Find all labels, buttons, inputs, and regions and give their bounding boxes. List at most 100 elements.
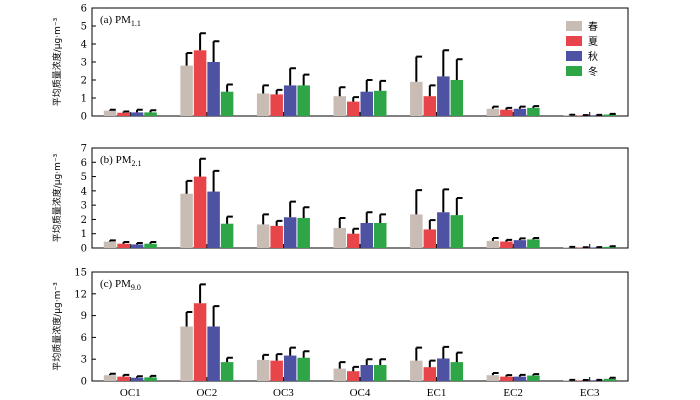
error-bar — [365, 79, 373, 92]
bar — [347, 101, 360, 116]
y-tick-label: 3 — [81, 355, 87, 366]
error-bar — [185, 52, 193, 66]
y-tick-label: 15 — [74, 268, 87, 279]
bar — [527, 239, 540, 248]
error-bar — [442, 49, 450, 77]
bar — [270, 94, 283, 116]
panel-3: 0 3 6 9 12 15 平均质量浓度/μg·m⁻³ (c) PM9.0 — [51, 268, 629, 388]
plot-frame — [91, 147, 629, 249]
y-tick-label: 2 — [81, 76, 87, 87]
error-bar — [428, 84, 436, 97]
bar — [360, 223, 373, 248]
error-bar — [226, 215, 233, 224]
bar — [283, 85, 297, 116]
bar — [410, 360, 423, 381]
y-tick-label: 5 — [81, 22, 87, 33]
bar — [513, 376, 527, 381]
bar — [180, 65, 193, 116]
panel-label: (c) PM9.0 — [100, 278, 141, 292]
error-bar — [149, 109, 157, 113]
panel-label-subscript: 1.1 — [131, 19, 141, 28]
legend-label: 秋 — [588, 50, 598, 63]
error-bar — [608, 245, 616, 248]
y-tick-label: 1 — [81, 229, 87, 240]
error-bar — [455, 351, 463, 363]
bar — [130, 112, 144, 116]
error-bar — [302, 206, 310, 218]
bar — [333, 96, 346, 116]
bar — [117, 112, 130, 116]
x-tick-label: OC3 — [273, 387, 294, 399]
bar — [486, 375, 500, 381]
bar — [437, 76, 450, 116]
bar — [193, 176, 207, 248]
bar — [270, 360, 283, 381]
error-bar — [379, 213, 386, 223]
y-tick-label: 12 — [74, 289, 87, 300]
error-bar — [352, 365, 359, 372]
error-bar — [149, 374, 157, 378]
x-tick-label: OC2 — [196, 387, 217, 399]
error-bar — [185, 310, 193, 327]
bar — [256, 359, 270, 381]
bar — [283, 355, 297, 381]
panel-label-subscript: 9.0 — [131, 283, 141, 292]
plot-frame — [91, 271, 629, 382]
error-bar — [199, 157, 206, 177]
panel-label: (a) PM1.1 — [100, 14, 141, 28]
error-bar — [338, 86, 346, 97]
bar — [103, 375, 117, 381]
bar — [193, 303, 207, 381]
error-bar — [212, 40, 220, 62]
error-bar — [505, 374, 513, 377]
error-bar — [352, 96, 359, 102]
bar — [450, 362, 464, 381]
error-bar — [532, 373, 540, 376]
error-bar — [491, 105, 499, 109]
error-bar — [455, 197, 463, 216]
bar — [500, 376, 513, 381]
error-bar — [122, 110, 130, 113]
legend-swatch — [566, 51, 582, 61]
error-bar — [149, 241, 157, 244]
bar — [144, 377, 157, 381]
error-bar — [352, 227, 359, 234]
bar — [423, 229, 437, 248]
panel-label-prefix: (c) PM — [100, 278, 131, 290]
error-bar — [212, 169, 220, 192]
bar — [297, 218, 310, 248]
bar — [297, 357, 310, 381]
bar — [347, 233, 360, 248]
error-bar — [275, 88, 283, 95]
error-bar — [136, 242, 143, 245]
error-bar — [289, 346, 296, 356]
bar — [450, 215, 464, 248]
bar — [513, 240, 527, 248]
error-bar — [109, 108, 116, 111]
error-bar — [442, 345, 450, 359]
error-bar — [428, 359, 436, 368]
y-axis-label: 平均质量浓度/μg·m⁻³ — [51, 282, 63, 371]
error-bar — [109, 372, 116, 376]
bar — [500, 109, 513, 116]
error-bar — [518, 105, 526, 109]
bar — [297, 85, 310, 116]
bar — [513, 108, 527, 116]
bar — [486, 240, 500, 248]
error-bar — [226, 83, 233, 92]
error-bar — [608, 376, 616, 379]
error-bar — [199, 283, 206, 304]
bar — [423, 96, 437, 116]
error-bar — [275, 219, 283, 226]
y-tick-label: 4 — [81, 186, 87, 197]
y-axis-label: 平均质量浓度/μg·m⁻³ — [51, 17, 63, 106]
x-tick-label: EC1 — [427, 387, 447, 399]
error-bar — [136, 375, 143, 378]
bar — [220, 362, 234, 381]
bar — [333, 228, 346, 248]
y-tick-label: 0 — [81, 112, 87, 123]
bar — [220, 91, 234, 116]
error-bar — [455, 58, 463, 80]
